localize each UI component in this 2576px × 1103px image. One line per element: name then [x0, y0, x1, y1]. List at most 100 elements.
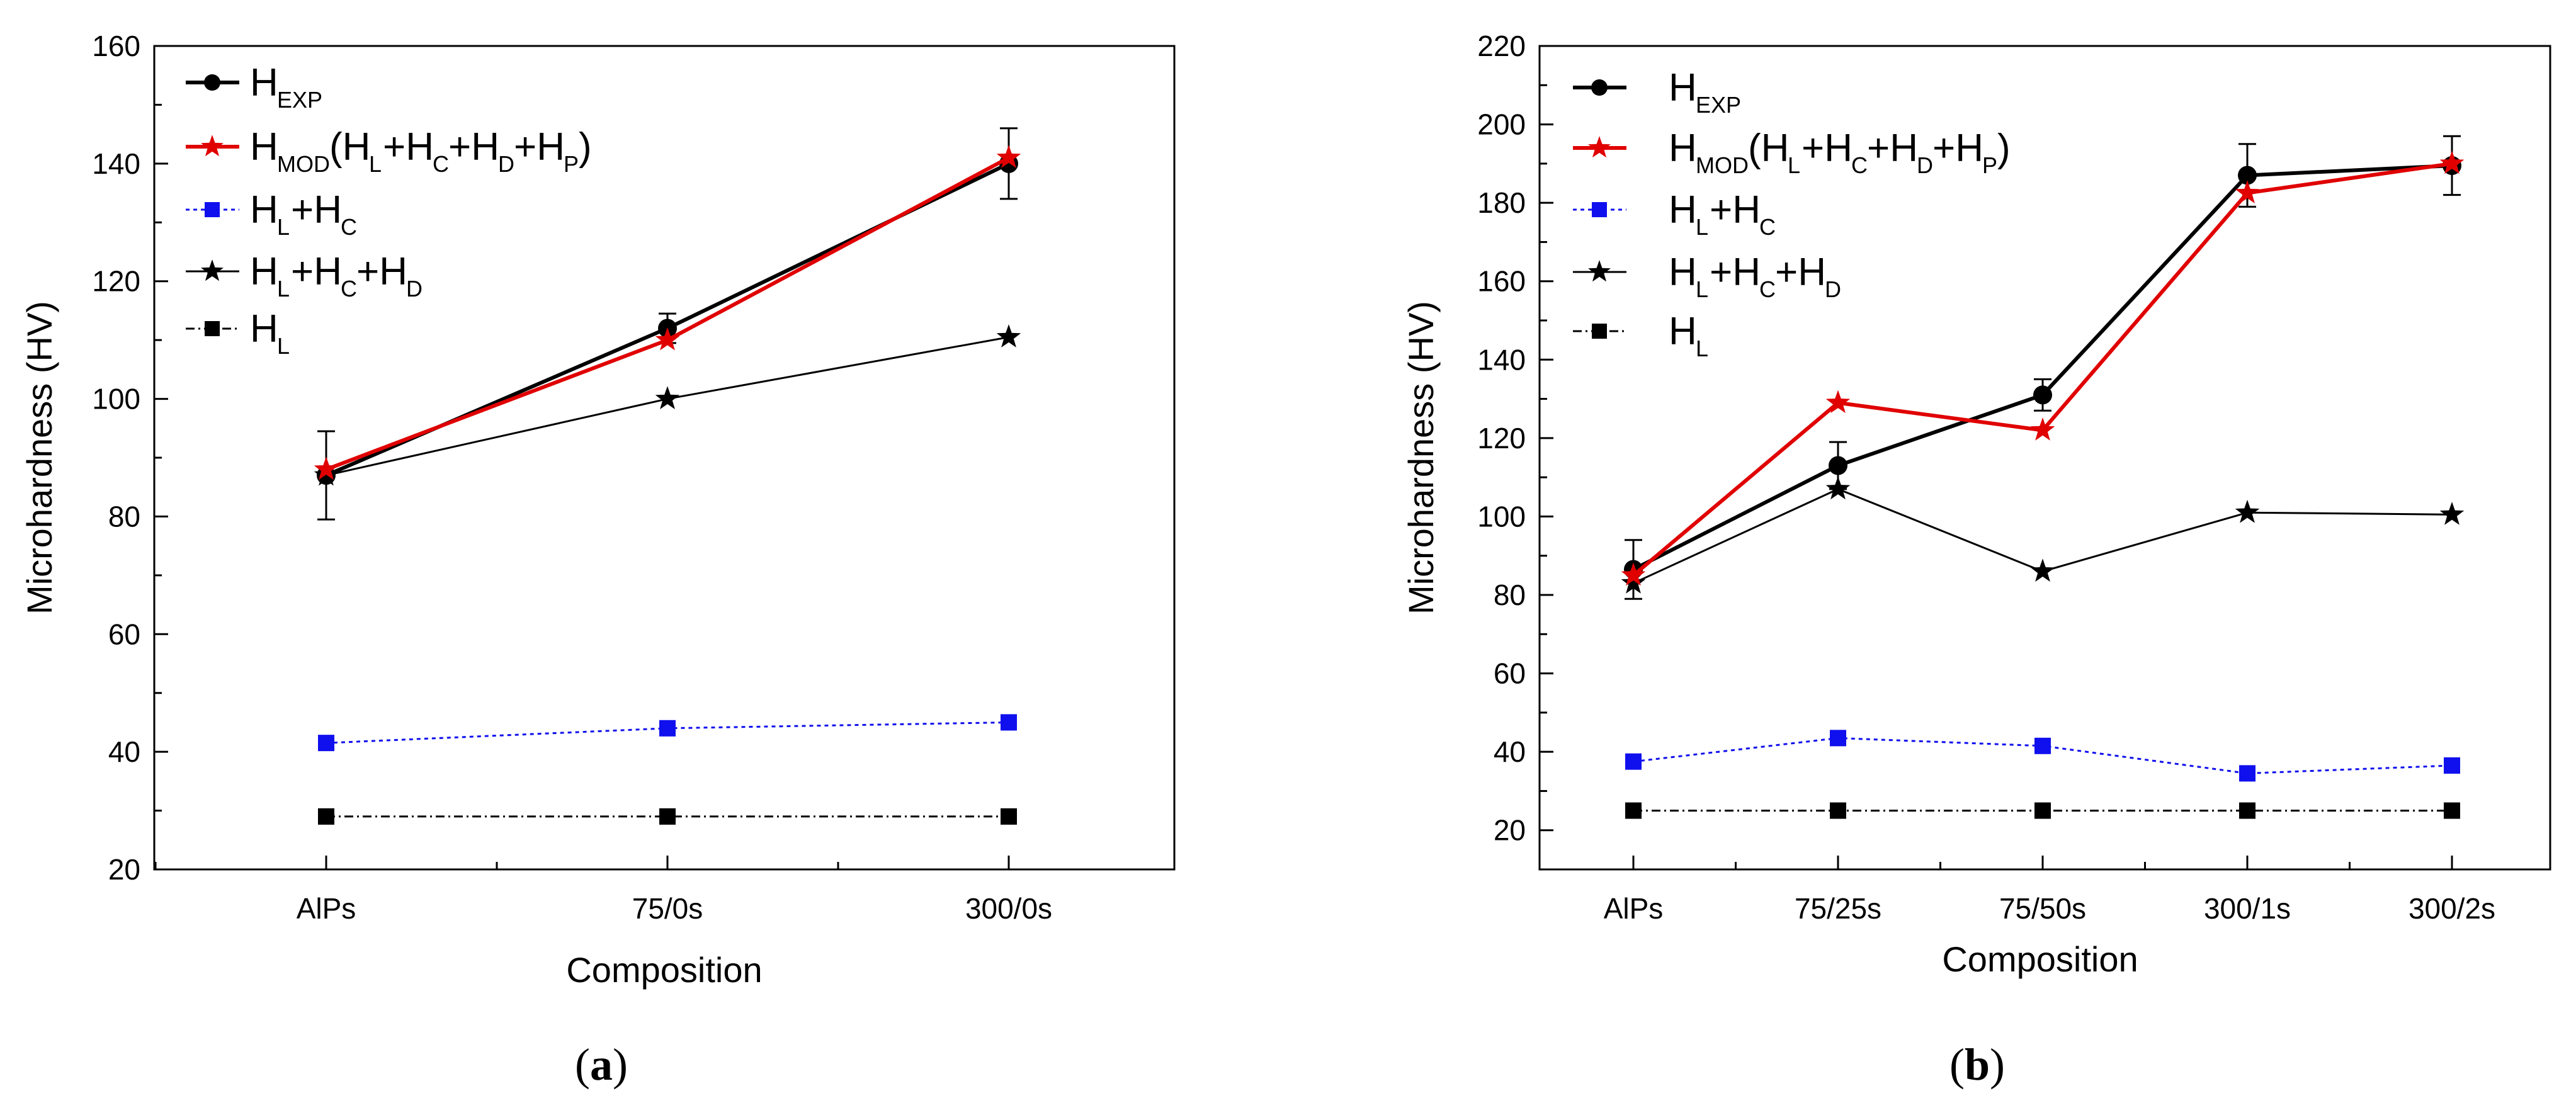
svg-text:C: C	[1851, 152, 1868, 178]
data-point	[2034, 802, 2051, 819]
data-point	[996, 324, 1021, 348]
data-point	[1621, 562, 1646, 586]
svg-text:MOD: MOD	[277, 151, 330, 177]
circle-marker-icon	[1591, 79, 1608, 96]
panel-label-a: (a)	[575, 1039, 628, 1090]
svg-text:): )	[579, 125, 592, 169]
data-point	[2239, 765, 2255, 782]
y-axis-title-a: Microhardness (HV)	[20, 301, 59, 614]
svg-text:H: H	[1669, 310, 1697, 353]
data-point	[2034, 737, 2051, 754]
svg-text:C: C	[433, 151, 449, 177]
svg-text:+H: +H	[356, 250, 407, 293]
data-point	[318, 735, 334, 752]
data-point	[2439, 502, 2465, 525]
data-point	[2444, 757, 2460, 774]
series-group-a	[314, 127, 1021, 825]
svg-text:+H: +H	[291, 250, 342, 293]
data-point	[2030, 417, 2055, 441]
y-tick-label: 40	[108, 735, 140, 768]
legend-entry-hl: H L	[1573, 310, 1708, 361]
square-marker-icon	[205, 321, 220, 336]
svg-text:D: D	[406, 276, 423, 302]
x-tick-label: AlPs	[297, 892, 356, 925]
svg-text:EXP: EXP	[1696, 92, 1741, 118]
data-point	[1825, 390, 1851, 414]
y-tick-label: 160	[1477, 265, 1526, 298]
svg-text:P: P	[564, 151, 579, 177]
y-tick-label: 60	[1494, 657, 1526, 690]
data-point	[314, 456, 339, 480]
data-point	[1830, 802, 1846, 819]
data-point	[1625, 802, 1642, 819]
x-axis-ticks-b: AlPs 75/25s 75/50s 300/1s 300/2s	[1604, 856, 2495, 925]
legend-entry-hl-hc: H L +H C	[1573, 188, 1776, 240]
legend-entry-hl-hc: H L +H C	[186, 188, 357, 240]
svg-text:+H: +H	[1932, 127, 1983, 170]
svg-text:L: L	[1696, 214, 1708, 240]
legend-entry-hexp: H EXP	[1573, 66, 1741, 118]
svg-text:L: L	[1696, 276, 1708, 302]
chart-panel-b: 20 40 60 80 100 120 140 160 180 200 220 AlPs 75/25s…	[1401, 30, 2551, 1090]
svg-text:D: D	[1917, 152, 1933, 178]
svg-text:H: H	[250, 125, 278, 169]
y-axis-ticks-b: 20 40 60 80 100 120 140 160 180 200 220	[1477, 30, 1553, 847]
svg-text:+H: +H	[1867, 127, 1918, 170]
svg-text:H: H	[1669, 66, 1697, 110]
y-tick-label: 200	[1477, 108, 1526, 141]
svg-text:L: L	[277, 333, 290, 359]
svg-text:H: H	[250, 61, 278, 105]
y-tick-label: 180	[1477, 186, 1526, 219]
y-tick-label: 60	[108, 618, 140, 650]
data-point	[2235, 499, 2260, 523]
svg-text:H: H	[250, 188, 278, 232]
data-point	[659, 720, 676, 737]
svg-text:L: L	[1696, 336, 1708, 361]
y-tick-label: 100	[1477, 500, 1526, 533]
star-marker-icon	[1588, 260, 1611, 282]
svg-text:H: H	[250, 250, 278, 293]
svg-text:C: C	[341, 276, 357, 302]
plot-frame-b	[1538, 45, 2551, 871]
star-marker-icon	[201, 259, 224, 281]
legend-entry-hexp: H EXP	[186, 61, 322, 113]
data-point	[2444, 802, 2460, 819]
svg-text:H: H	[1669, 251, 1697, 294]
legend-a: H EXP H MOD (H L +H C +H D +H P )	[186, 61, 592, 359]
x-axis-title-b: Composition	[1942, 939, 2138, 979]
y-tick-label: 140	[1477, 343, 1526, 376]
y-tick-label: 120	[1477, 422, 1526, 455]
data-point	[996, 145, 1021, 168]
data-point	[1001, 714, 1017, 731]
square-marker-icon	[1592, 324, 1607, 339]
svg-text:L: L	[277, 214, 290, 240]
y-tick-label: 160	[92, 30, 140, 62]
data-point	[2235, 180, 2260, 203]
legend-entry-hl: H L	[186, 307, 290, 359]
series-line	[326, 336, 1009, 477]
y-tick-label: 20	[108, 853, 140, 886]
x-tick-label: 300/2s	[2409, 892, 2495, 925]
svg-text:D: D	[498, 151, 514, 177]
x-tick-label: 300/1s	[2204, 892, 2291, 925]
data-point	[2239, 802, 2255, 819]
svg-text:(H: (H	[1748, 127, 1789, 170]
svg-text:+H: +H	[1710, 251, 1761, 294]
data-point	[318, 808, 334, 825]
svg-text:P: P	[1982, 152, 1997, 178]
y-axis-ticks-a: 20 40 60 80 100 120 140 160	[92, 30, 168, 886]
svg-text:+H: +H	[1801, 127, 1853, 170]
svg-text:+H: +H	[1710, 188, 1761, 232]
svg-text:L: L	[369, 151, 382, 177]
data-point	[2439, 150, 2465, 174]
legend-b: H EXP H MOD (H L +H C +H D +H P )	[1573, 66, 2011, 361]
data-point	[659, 808, 676, 825]
x-tick-label: 75/25s	[1795, 892, 1881, 925]
svg-text:C: C	[1759, 214, 1776, 240]
y-tick-label: 20	[1494, 814, 1526, 847]
x-tick-label: 75/50s	[1999, 892, 2086, 925]
star-marker-icon	[201, 135, 224, 157]
data-point	[1625, 753, 1642, 770]
svg-text:+H: +H	[514, 125, 565, 169]
